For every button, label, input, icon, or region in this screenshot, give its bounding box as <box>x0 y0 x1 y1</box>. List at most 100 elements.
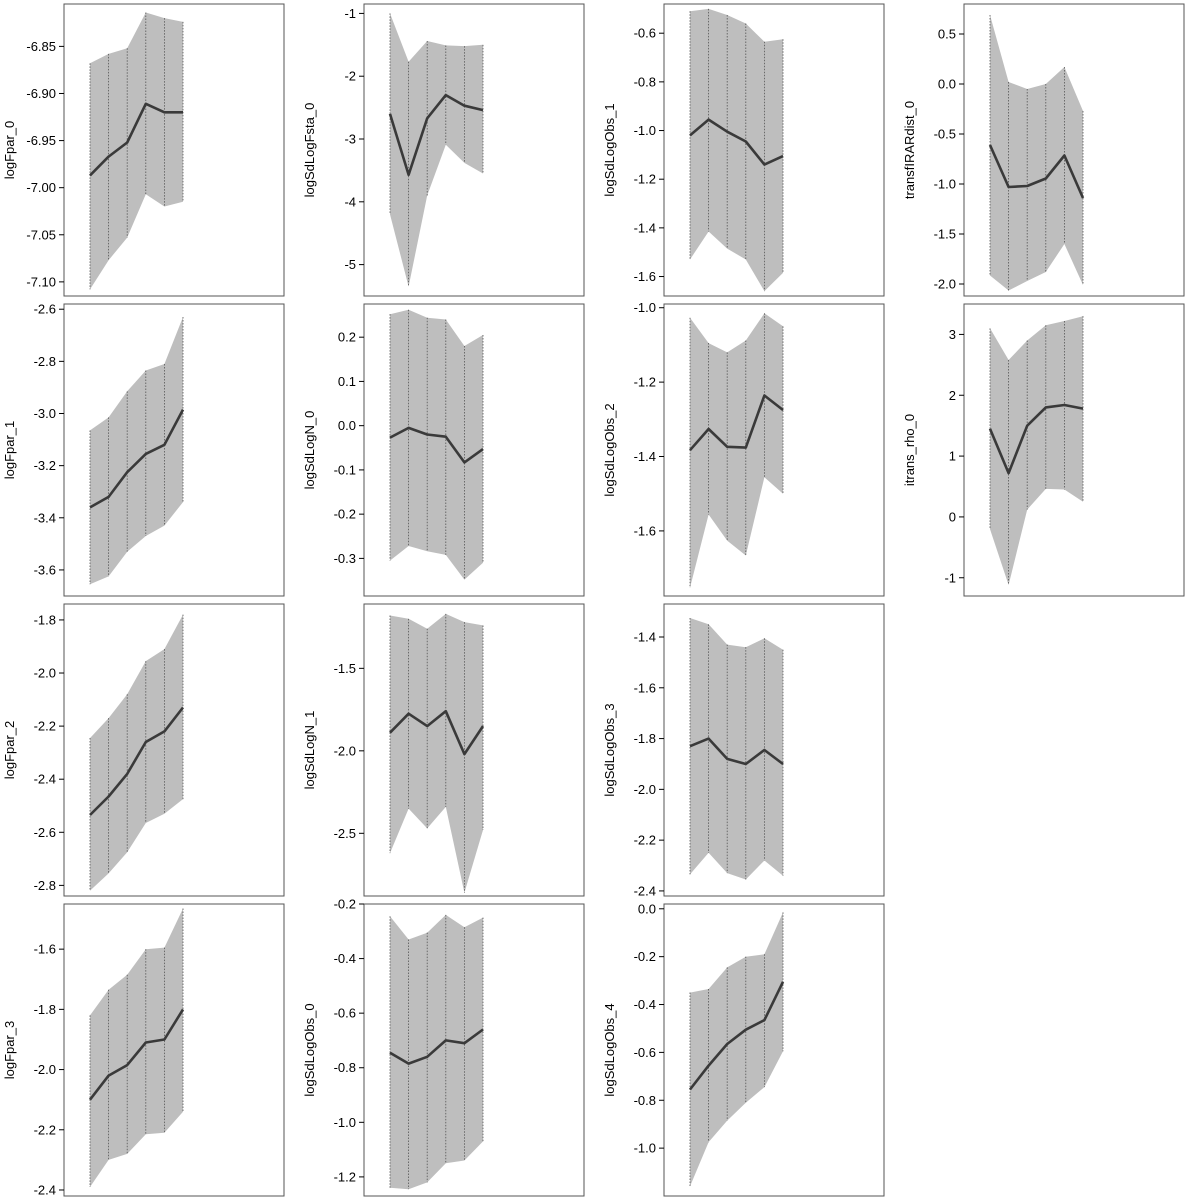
y-tick-label: -1.8 <box>634 731 656 746</box>
y-tick-label: -1.8 <box>34 1002 56 1017</box>
plot-frame <box>663 3 885 297</box>
y-axis-title: logSdLogObs_4 <box>602 1003 617 1096</box>
y-tick-label: -3.2 <box>34 458 56 473</box>
plot-frame <box>963 303 1185 597</box>
y-tick-label: -0.8 <box>334 1060 356 1075</box>
y-tick-label: -0.6 <box>634 26 656 41</box>
y-tick-label: -1.0 <box>634 300 656 315</box>
y-tick-label: -2.0 <box>34 1062 56 1077</box>
y-tick-label: -1.5 <box>934 227 956 242</box>
y-tick-label: -3 <box>344 132 356 147</box>
y-tick-label: -7.10 <box>26 274 56 289</box>
mean-line <box>988 403 1084 475</box>
chart-panel: -2.8 -2.6 -2.4 -2.2 -2.0 -1.8 logFpar_2 <box>2 603 285 897</box>
y-axis-title: logSdLogFsta_0 <box>302 103 317 198</box>
chart-panel: -1.2 -1.0 -0.8 -0.6 -0.4 -0.2 logSdLogObs_0 <box>302 897 585 1197</box>
y-tick-label: -0.6 <box>334 1006 356 1021</box>
confidence-band <box>690 313 783 588</box>
y-tick-label: -2.0 <box>334 743 356 758</box>
confidence-band <box>390 613 483 893</box>
chart-panel: -3.6 -3.4 -3.2 -3.0 -2.8 -2.6 logFpar_1 <box>2 302 285 597</box>
plot-frame <box>663 903 885 1197</box>
y-tick-label: -0.4 <box>334 951 356 966</box>
y-axis-title: logSdLogObs_1 <box>602 103 617 196</box>
y-tick-label: -1 <box>944 570 956 585</box>
y-tick-label: -1.0 <box>334 1115 356 1130</box>
plot-frame <box>363 903 585 1197</box>
mean-line <box>389 709 485 756</box>
y-tick-label: -0.6 <box>634 1045 656 1060</box>
y-tick-label: -2.0 <box>34 666 56 681</box>
y-tick-label: -2.4 <box>34 1182 56 1197</box>
y-tick-label: -0.2 <box>334 897 356 912</box>
y-axis-title: logSdLogN_1 <box>302 711 317 790</box>
y-tick-label: -6.90 <box>26 86 56 101</box>
chart-panel: -2.5 -2.0 -1.5 logSdLogN_1 <box>302 603 585 897</box>
y-tick-label: -5 <box>344 257 356 272</box>
mean-line <box>688 981 785 1091</box>
y-tick-label: -1.0 <box>934 177 956 192</box>
y-tick-label: -4 <box>344 194 356 209</box>
y-axis-title: transfIRARdist_0 <box>902 101 917 199</box>
confidence-band <box>990 15 1083 291</box>
y-tick-label: 0.1 <box>338 374 356 389</box>
chart-panel: -2.0 -1.5 -1.0 -0.5 0.0 0.5 transfIRARdist_0 <box>902 3 1185 297</box>
plot-frame <box>363 303 585 597</box>
y-tick-label: 1 <box>949 449 956 464</box>
y-tick-label: 0 <box>949 509 956 524</box>
mean-line <box>89 706 185 816</box>
y-tick-label: -2.6 <box>34 302 56 317</box>
mean-line <box>388 93 484 177</box>
y-tick-label: -2 <box>344 69 356 84</box>
y-axis-title: logSdLogObs_3 <box>602 703 617 796</box>
confidence-band <box>690 618 783 880</box>
y-axis-title: logSdLogObs_0 <box>302 1003 317 1096</box>
y-tick-label: -1.4 <box>634 630 656 645</box>
y-tick-label: 0.5 <box>938 27 956 42</box>
y-tick-label: -1.0 <box>634 1141 656 1156</box>
plot-frame <box>363 603 585 897</box>
y-tick-label: -1.5 <box>334 661 356 676</box>
y-tick-label: -1.6 <box>634 680 656 695</box>
y-tick-label: -1.4 <box>634 449 656 464</box>
mean-line <box>689 737 784 766</box>
y-tick-label: 3 <box>949 327 956 342</box>
y-tick-label: 0.2 <box>338 330 356 345</box>
y-tick-label: -2.4 <box>634 883 656 898</box>
confidence-band <box>390 13 483 287</box>
y-tick-label: -2.0 <box>634 782 656 797</box>
y-tick-label: -1.0 <box>634 123 656 138</box>
confidence-band <box>390 309 483 580</box>
y-tick-label: -3.6 <box>34 562 56 577</box>
chart-panel: -2.4 -2.2 -2.0 -1.8 -1.6 logFpar_3 <box>2 903 285 1197</box>
plot-frame <box>63 303 285 597</box>
y-tick-label: -7.05 <box>26 227 56 242</box>
y-tick-label: -0.4 <box>634 997 656 1012</box>
chart-panel: -5 -4 -3 -2 -1 logSdLogFsta_0 <box>302 3 585 297</box>
confidence-band <box>90 908 183 1187</box>
y-tick-label: -2.2 <box>34 1122 56 1137</box>
y-tick-label: -3.4 <box>34 510 56 525</box>
mean-line <box>89 408 185 509</box>
confidence-band <box>90 12 183 290</box>
y-tick-label: -2.5 <box>334 826 356 841</box>
plot-frame <box>663 303 885 597</box>
mean-line <box>89 102 183 177</box>
y-tick-label: 0.0 <box>338 418 356 433</box>
chart-panel: -1.6 -1.4 -1.2 -1.0 -0.8 -0.6 logSdLogObs_1 <box>602 3 885 297</box>
y-tick-label: -2.0 <box>934 277 956 292</box>
y-tick-label: -6.95 <box>26 133 56 148</box>
y-axis-title: logSdLogObs_2 <box>602 403 617 496</box>
mean-line <box>88 1008 185 1101</box>
y-tick-label: 0.0 <box>638 901 656 916</box>
confidence-band <box>690 8 783 292</box>
y-tick-label: -1.2 <box>634 172 656 187</box>
mean-line <box>689 394 784 452</box>
confidence-band <box>690 912 783 1187</box>
y-tick-label: -0.5 <box>934 127 956 142</box>
y-tick-label: -2.6 <box>34 825 56 840</box>
y-axis-title: logFpar_3 <box>2 1021 17 1080</box>
y-tick-label: -2.8 <box>34 878 56 893</box>
y-tick-label: -1.4 <box>634 220 656 235</box>
